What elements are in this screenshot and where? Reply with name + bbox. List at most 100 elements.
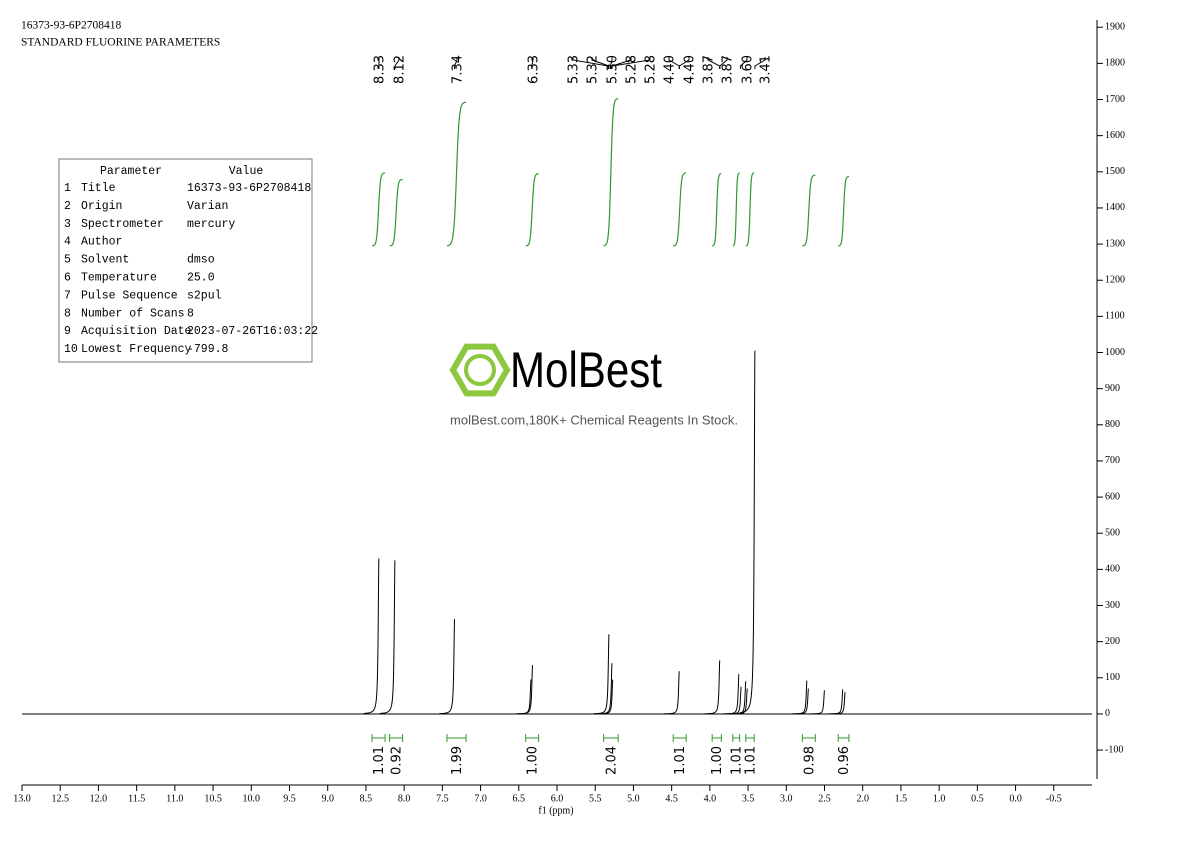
experiment-title: STANDARD FLUORINE PARAMETERS bbox=[21, 37, 220, 49]
x-tick-label: 3.5 bbox=[742, 793, 755, 804]
peak-leader bbox=[454, 57, 458, 69]
x-tick-label: 2.5 bbox=[818, 793, 831, 804]
table-cell: 9 bbox=[64, 325, 71, 338]
y-tick-label: 1400 bbox=[1105, 202, 1125, 213]
peak-leader bbox=[719, 57, 728, 69]
integral-label: 0.92 bbox=[390, 746, 405, 775]
x-tick-label: 7.5 bbox=[436, 793, 449, 804]
peak-leader bbox=[739, 57, 748, 69]
x-tick-label: 1.5 bbox=[895, 793, 908, 804]
peak bbox=[517, 664, 533, 715]
table-cell: 8 bbox=[187, 307, 194, 320]
logo-ring bbox=[464, 354, 496, 386]
integral-label: 1.01 bbox=[730, 746, 745, 775]
peak-label: 3.60 bbox=[741, 55, 756, 84]
table-cell: 2023-07-26T16:03:22 bbox=[187, 325, 318, 338]
x-tick-label: 4.0 bbox=[704, 793, 717, 804]
peak-leader bbox=[591, 57, 610, 69]
table-cell: 2 bbox=[64, 200, 71, 213]
tagline: molBest.com,180K+ Chemical Reagents In S… bbox=[450, 412, 738, 427]
table-cell: 7 bbox=[64, 289, 71, 302]
table-cell: Temperature bbox=[81, 272, 157, 285]
y-tick-label: 800 bbox=[1105, 419, 1120, 430]
peak-leader bbox=[678, 57, 690, 69]
x-tick-label: 12.0 bbox=[90, 793, 108, 804]
integral-bracket bbox=[371, 734, 386, 742]
table-header: Value bbox=[229, 165, 264, 178]
peak-leader bbox=[572, 57, 609, 69]
peak-label: 3.87 bbox=[721, 55, 736, 84]
integral-label: 1.00 bbox=[526, 746, 541, 775]
y-tick-label: 100 bbox=[1105, 672, 1120, 683]
sample-id: 16373-93-6P2708418 bbox=[21, 20, 122, 32]
table-cell: 25.0 bbox=[187, 272, 215, 285]
peak-label: 3.87 bbox=[702, 55, 717, 84]
peak-label: 5.30 bbox=[606, 55, 621, 84]
peak-label: 7.34 bbox=[451, 55, 466, 84]
x-tick-label: 9.5 bbox=[283, 793, 296, 804]
peak-label: 4.40 bbox=[663, 55, 678, 84]
x-tick-label: 6.5 bbox=[513, 793, 526, 804]
integral-bracket bbox=[837, 734, 850, 742]
parameter-table: Parameter Value 1 Title 16373-93-6P2708418… bbox=[58, 158, 318, 363]
integral-curve bbox=[732, 172, 740, 247]
peak-leader bbox=[610, 57, 613, 69]
integral-curve bbox=[802, 174, 816, 247]
peak-label: 6.33 bbox=[527, 55, 542, 84]
integral-curve bbox=[603, 97, 619, 247]
x-tick-label: 13.0 bbox=[13, 793, 31, 804]
integral-curve bbox=[446, 101, 467, 247]
table-cell: Origin bbox=[81, 200, 122, 213]
table-cell: mercury bbox=[187, 218, 235, 231]
integral-label: 2.04 bbox=[604, 746, 619, 775]
table-cell: -799.8 bbox=[187, 343, 229, 356]
integral-bracket bbox=[711, 734, 722, 742]
x-tick-label: 0.5 bbox=[971, 793, 984, 804]
table-header: Parameter bbox=[100, 165, 162, 178]
integral-bracket bbox=[389, 734, 404, 742]
x-tick-label: 1.0 bbox=[933, 793, 946, 804]
x-tick-label: 5.0 bbox=[627, 793, 640, 804]
watermark: MolBest molBest.com,180K+ Chemical Reage… bbox=[449, 342, 738, 427]
x-tick-label: 11.5 bbox=[128, 793, 145, 804]
integral-label: 1.00 bbox=[710, 746, 725, 775]
y-tick-label: 1900 bbox=[1105, 22, 1125, 33]
peak bbox=[379, 560, 396, 714]
integral-curve bbox=[525, 173, 539, 247]
y-tick-label: 400 bbox=[1105, 564, 1120, 575]
y-tick-label: 600 bbox=[1105, 491, 1120, 502]
y-tick-label: 1200 bbox=[1105, 275, 1125, 286]
integral-label: 1.01 bbox=[673, 746, 688, 775]
table-cell: 8 bbox=[64, 307, 71, 320]
x-tick-label: 8.5 bbox=[360, 793, 373, 804]
peak-leader bbox=[754, 57, 766, 69]
table-cell: Spectrometer bbox=[81, 218, 164, 231]
x-tick-label: 5.5 bbox=[589, 793, 602, 804]
peak-label: 8.33 bbox=[373, 55, 388, 84]
x-axis-label: f1 (ppm) bbox=[538, 805, 573, 816]
table-cell: 3 bbox=[64, 218, 71, 231]
peak bbox=[791, 680, 808, 715]
peak bbox=[723, 673, 740, 715]
peak bbox=[363, 558, 380, 714]
table-cell: 6 bbox=[64, 272, 71, 285]
peak bbox=[827, 689, 844, 715]
table-cell: s2pul bbox=[187, 289, 222, 302]
integral-bracket bbox=[672, 734, 687, 742]
peak-label: 5.28 bbox=[625, 55, 640, 84]
peak bbox=[704, 660, 721, 715]
integral-bracket bbox=[525, 734, 540, 742]
peak-label: 8.12 bbox=[393, 55, 408, 84]
integral-curve bbox=[712, 173, 722, 247]
x-tick-label: 7.0 bbox=[474, 793, 487, 804]
y-tick-label: 0 bbox=[1105, 708, 1110, 719]
y-tick-label: 900 bbox=[1105, 383, 1120, 394]
integral-bracket bbox=[446, 734, 467, 742]
peak-leader bbox=[611, 57, 651, 69]
integral-label: 1.01 bbox=[372, 746, 387, 775]
y-tick-label: 1000 bbox=[1105, 347, 1125, 358]
x-tick-label: 0.0 bbox=[1009, 793, 1022, 804]
table-cell: 1 bbox=[64, 182, 71, 195]
y-tick-label: 200 bbox=[1105, 636, 1120, 647]
x-tick-label: 6.0 bbox=[551, 793, 564, 804]
